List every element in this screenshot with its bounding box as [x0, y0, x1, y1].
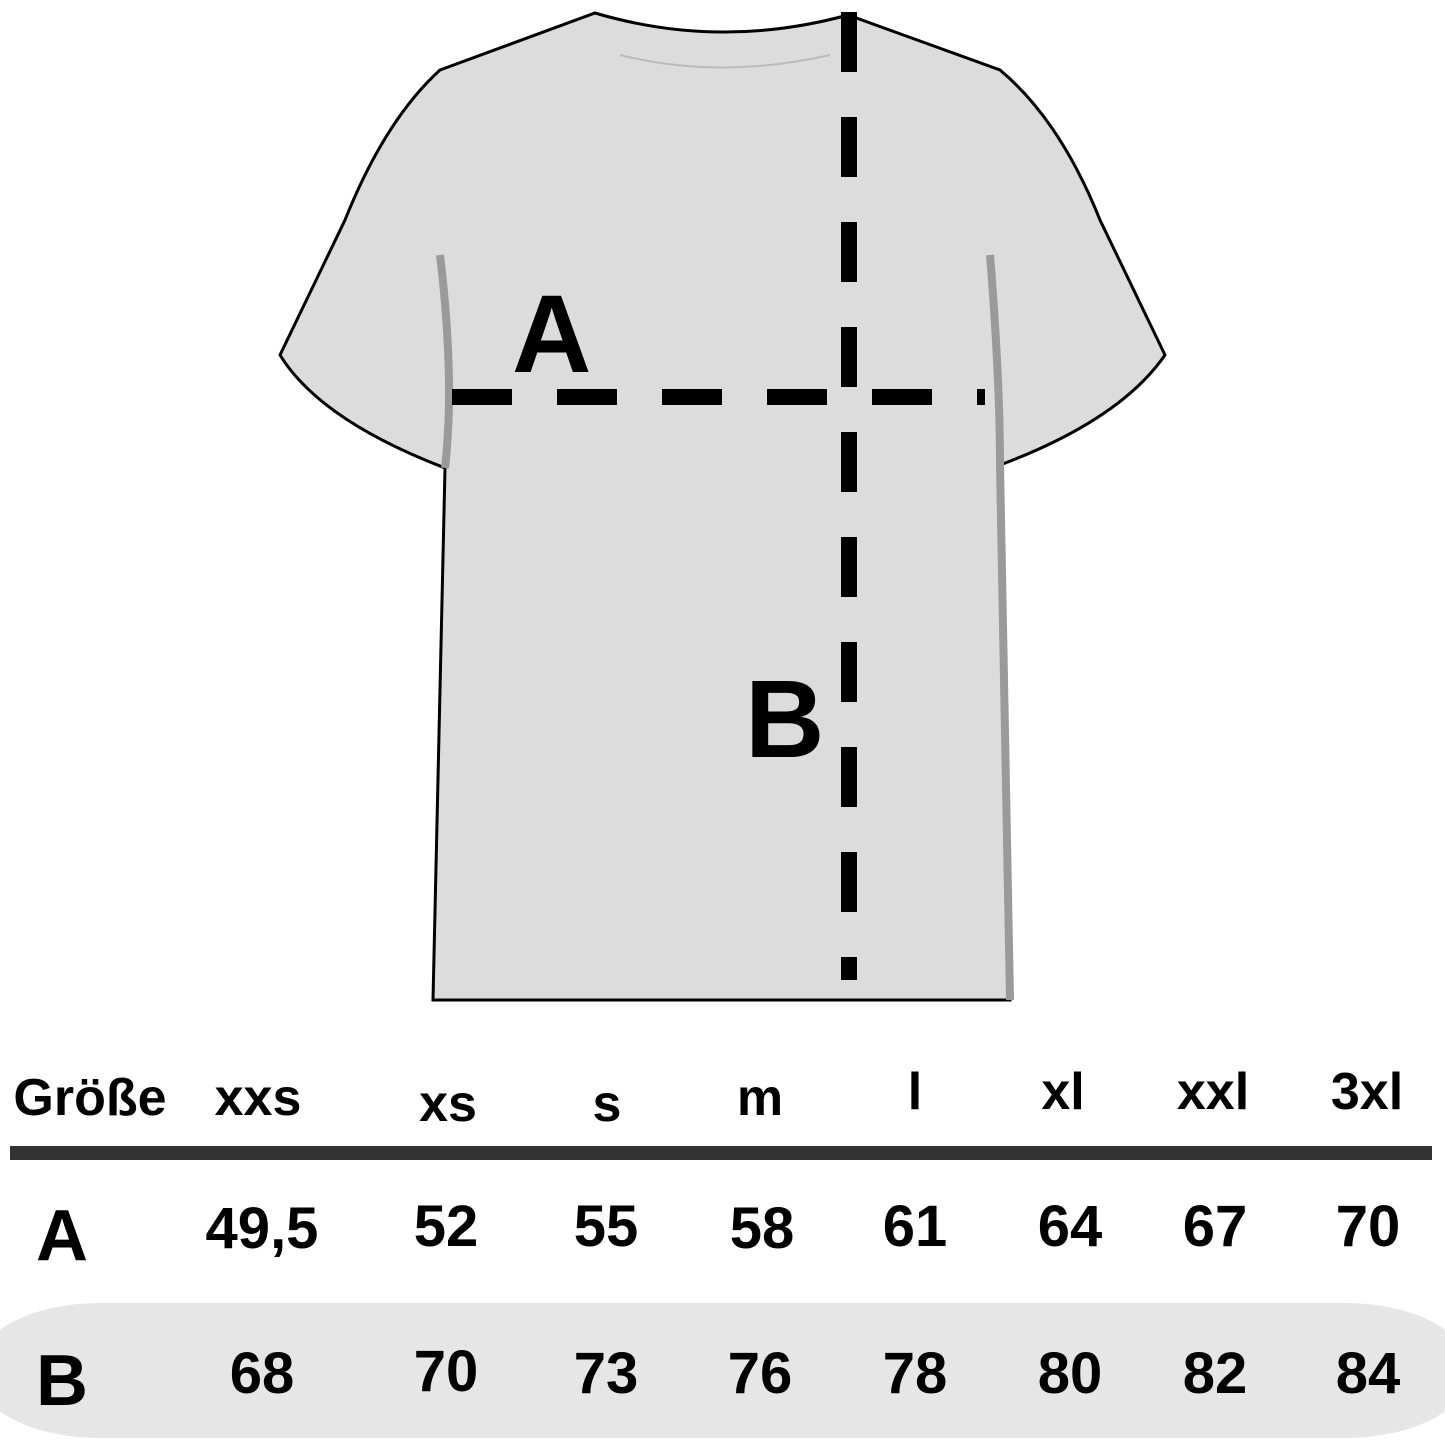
row-b-background — [0, 1303, 1445, 1438]
size-m: m — [736, 1069, 784, 1127]
size-3xl: 3xl — [1330, 1063, 1404, 1121]
size-xs: xs — [419, 1075, 477, 1133]
cell-a-xxs: 49,5 — [205, 1196, 319, 1261]
cell-a-xxl: 67 — [1182, 1194, 1248, 1259]
cell-a-3xl: 70 — [1335, 1194, 1401, 1259]
cell-a-xs: 52 — [413, 1194, 479, 1259]
cell-b-m: 76 — [727, 1341, 793, 1406]
cell-b-xxl: 82 — [1182, 1341, 1248, 1406]
cell-b-xxs: 68 — [229, 1341, 295, 1406]
cell-b-xl: 80 — [1037, 1341, 1103, 1406]
size-xl: xl — [1041, 1063, 1085, 1121]
collar-seam — [619, 54, 831, 69]
measure-a-label: A — [512, 273, 592, 396]
right-seam-shadow — [986, 254, 1014, 1001]
size-s: s — [592, 1075, 622, 1133]
cell-b-xs: 70 — [413, 1339, 479, 1404]
row-b-label: B — [36, 1341, 88, 1421]
tshirt-diagram — [278, 11, 1167, 1002]
cell-a-s: 55 — [573, 1194, 639, 1259]
size-xxl: xxl — [1176, 1063, 1250, 1121]
size-l: l — [907, 1063, 923, 1121]
measure-b-label: B — [745, 658, 825, 781]
row-a-label: A — [36, 1196, 88, 1276]
cell-a-m: 58 — [729, 1196, 795, 1261]
left-seam-shadow — [436, 254, 453, 469]
cell-a-l: 61 — [882, 1194, 948, 1259]
tshirt-outline — [278, 11, 1167, 1002]
size-header-label: Größe — [13, 1069, 167, 1127]
cell-b-s: 73 — [573, 1341, 639, 1406]
cell-b-l: 78 — [882, 1341, 948, 1406]
size-xxs: xxs — [214, 1069, 302, 1127]
header-divider — [10, 1146, 1432, 1160]
cell-a-xl: 64 — [1037, 1194, 1103, 1259]
cell-b-3xl: 84 — [1335, 1341, 1401, 1406]
